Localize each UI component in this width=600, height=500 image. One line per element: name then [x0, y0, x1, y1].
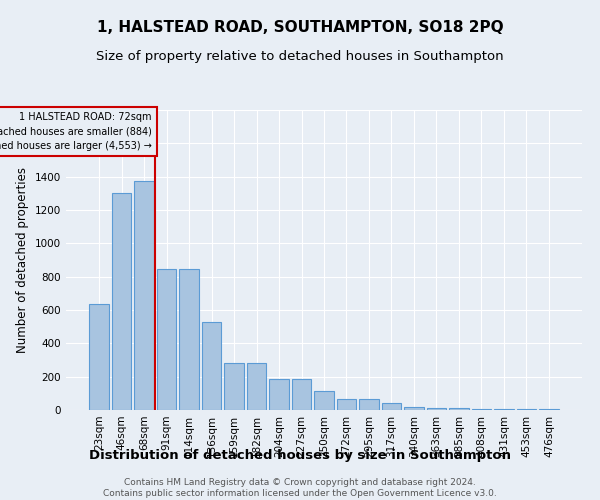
- Bar: [269, 379, 289, 410]
- Text: 1 HALSTEAD ROAD: 72sqm
← 16% of detached houses are smaller (884)
84% of semi-de: 1 HALSTEAD ROAD: 72sqm ← 16% of detached…: [0, 112, 152, 152]
- Bar: [359, 399, 379, 410]
- Bar: [224, 364, 244, 410]
- Text: Contains HM Land Registry data © Crown copyright and database right 2024.
Contai: Contains HM Land Registry data © Crown c…: [103, 478, 497, 498]
- Bar: [157, 269, 176, 410]
- Bar: [472, 409, 491, 410]
- Bar: [337, 399, 356, 410]
- Bar: [449, 408, 469, 410]
- Bar: [134, 181, 154, 410]
- Bar: [494, 409, 514, 410]
- Bar: [247, 364, 266, 410]
- Text: Distribution of detached houses by size in Southampton: Distribution of detached houses by size …: [89, 448, 511, 462]
- Bar: [112, 194, 131, 410]
- Bar: [404, 406, 424, 410]
- Text: 1, HALSTEAD ROAD, SOUTHAMPTON, SO18 2PQ: 1, HALSTEAD ROAD, SOUTHAMPTON, SO18 2PQ: [97, 20, 503, 35]
- Bar: [179, 269, 199, 410]
- Bar: [314, 391, 334, 410]
- Y-axis label: Number of detached properties: Number of detached properties: [16, 167, 29, 353]
- Bar: [202, 322, 221, 410]
- Text: Size of property relative to detached houses in Southampton: Size of property relative to detached ho…: [96, 50, 504, 63]
- Bar: [517, 409, 536, 410]
- Bar: [292, 379, 311, 410]
- Bar: [427, 408, 446, 410]
- Bar: [382, 404, 401, 410]
- Bar: [539, 409, 559, 410]
- Bar: [89, 304, 109, 410]
